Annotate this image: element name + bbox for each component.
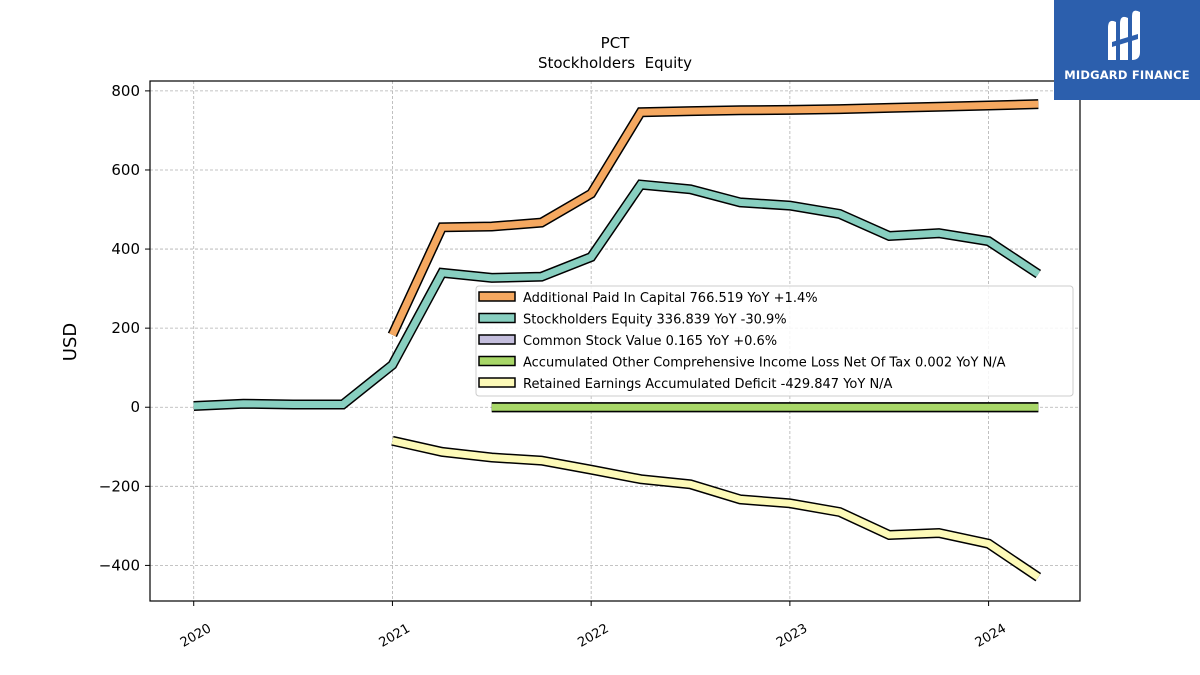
legend-label-4: Retained Earnings Accumulated Deficit -4…	[523, 377, 893, 392]
series-line-0	[389, 100, 1039, 337]
y-tick-label: −400	[99, 556, 140, 574]
x-tick-label: 2024	[973, 621, 1009, 651]
y-tick-label: 0	[130, 398, 140, 416]
x-tick-label: 2021	[377, 621, 413, 651]
y-tick-label: 800	[111, 82, 140, 100]
x-tick-label: 2020	[178, 621, 214, 651]
series-line-1	[193, 180, 1041, 410]
legend-box	[475, 285, 1074, 397]
legend-swatch-0	[478, 291, 516, 302]
legend-swatch-4	[478, 377, 516, 388]
chart-title: PCT	[601, 34, 631, 52]
legend-swatch-1	[478, 312, 516, 324]
legend-swatch-2	[478, 334, 516, 345]
brand-name: MIDGARD FINANCE	[1064, 68, 1190, 82]
y-tick-label: 200	[111, 319, 140, 337]
plot-frame	[149, 80, 1081, 602]
legend-label-1: Stockholders Equity 336.839 YoY -30.9%	[523, 313, 787, 328]
midgard-logo-icon	[1108, 10, 1140, 61]
chart-subtitle: Stockholders Equity	[538, 54, 692, 72]
y-tick-label: 600	[111, 161, 140, 179]
legend-label-2: Common Stock Value 0.165 YoY +0.6%	[523, 334, 777, 349]
legend-label-3: Accumulated Other Comprehensive Income L…	[523, 356, 1006, 371]
legend-swatch-3	[478, 355, 516, 367]
y-axis-label: USD	[60, 323, 81, 361]
y-tick-label: −200	[99, 477, 140, 495]
series-outline-4	[391, 435, 1042, 582]
legend: Additional Paid In Capital 766.519 YoY +…	[475, 285, 1074, 397]
brand-logo: MIDGARD FINANCE	[1054, 0, 1200, 100]
x-tick-label: 2022	[575, 621, 611, 651]
legend-label-0: Additional Paid In Capital 766.519 YoY +…	[523, 291, 818, 306]
x-tick-label: 2023	[774, 621, 810, 651]
y-tick-label: 400	[111, 240, 140, 258]
series-line-4	[391, 437, 1041, 581]
series-layer	[193, 99, 1042, 582]
